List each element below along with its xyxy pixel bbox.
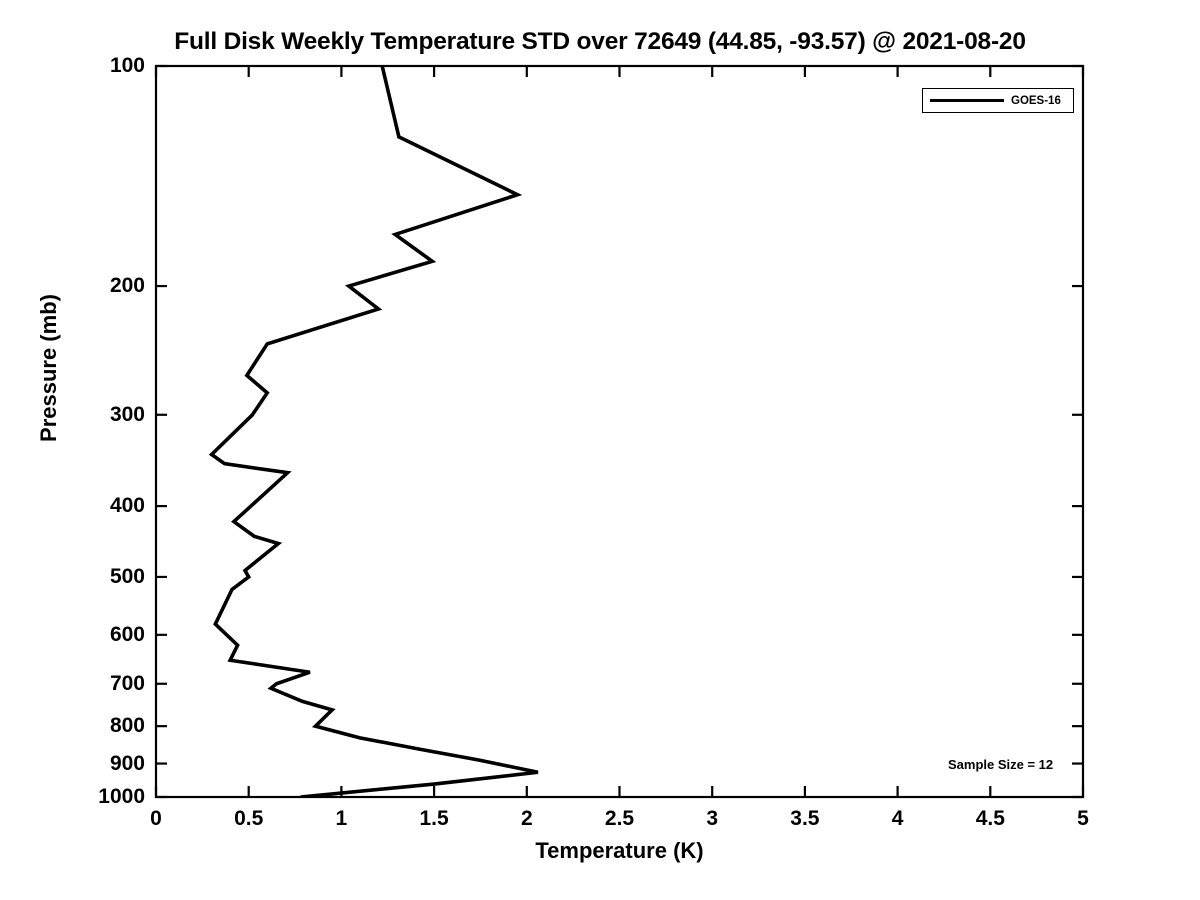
x-tick-label: 3.5	[790, 807, 820, 830]
y-tick-label: 1000	[98, 785, 145, 808]
x-tick-label: 1.5	[419, 807, 449, 830]
page-title: Full Disk Weekly Temperature STD over 72…	[174, 28, 1026, 55]
y-axis-ticks	[156, 64, 1083, 799]
x-tick-label: 4.5	[975, 807, 1005, 830]
x-axis-label: Temperature (K)	[535, 838, 704, 863]
x-axis-ticks	[154, 66, 1085, 797]
y-tick-label: 900	[109, 751, 145, 775]
legend[interactable]: GOES-16	[922, 88, 1074, 113]
data-series-group	[208, 66, 539, 797]
plot-frame	[154, 64, 1085, 799]
sample-size-annotation: Sample Size = 12	[948, 757, 1054, 772]
y-tick-label: 700	[109, 671, 145, 695]
x-tick-label: 2	[520, 807, 533, 830]
legend-label-goes-16: GOES-16	[1011, 94, 1061, 107]
x-tick-label: 4	[891, 807, 904, 830]
y-tick-label: 200	[109, 274, 145, 298]
x-tick-label: 2.5	[604, 807, 635, 830]
axes-frame	[154, 64, 1085, 799]
y-tick-label: 800	[109, 714, 145, 738]
y-tick-label: 100	[109, 54, 145, 77]
y-tick-label: 400	[109, 494, 145, 518]
x-tick-label: 1	[335, 807, 348, 830]
legend-swatch-goes-16	[930, 99, 1004, 102]
x-tick-label: 3	[706, 807, 719, 830]
x-tick-label: 0.5	[234, 807, 264, 830]
data-line-goes-16	[208, 66, 539, 797]
y-tick-label: 600	[109, 622, 145, 646]
x-tick-label: 0	[150, 807, 162, 830]
y-axis-label: Pressure (mb)	[36, 294, 61, 442]
y-tick-label: 300	[109, 402, 145, 426]
x-tick-label: 5	[1077, 807, 1089, 830]
y-tick-label: 500	[109, 564, 145, 588]
